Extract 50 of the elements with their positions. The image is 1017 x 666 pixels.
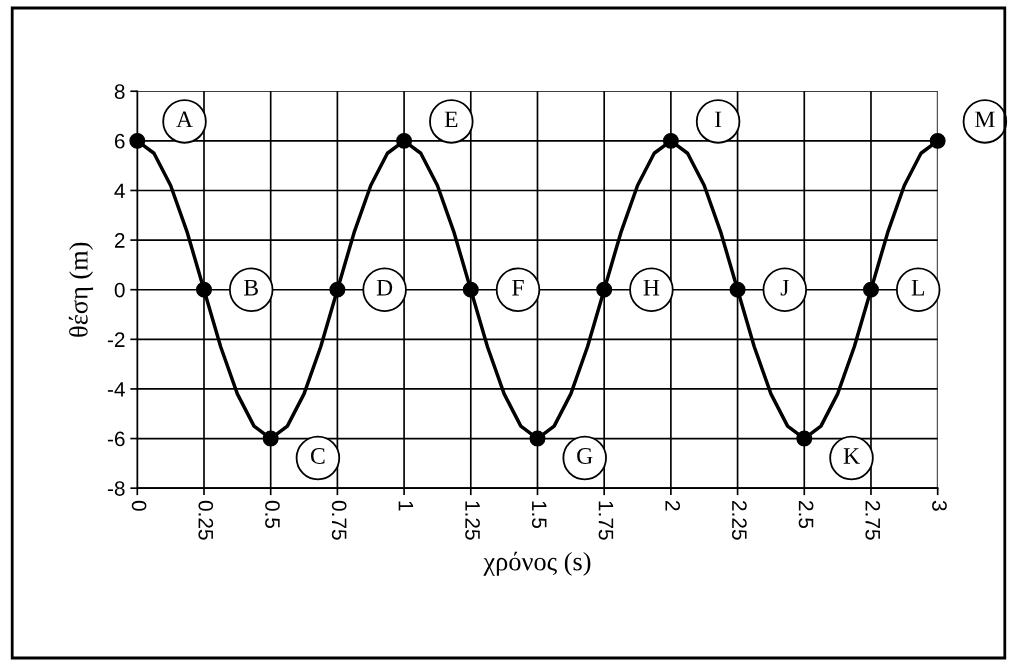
x-tick-label: 2.75 [865, 501, 881, 540]
x-tick-label: 2.25 [731, 501, 747, 540]
annotation: L [911, 279, 924, 296]
annotation: F [512, 279, 524, 296]
point [129, 132, 146, 149]
point [662, 132, 679, 149]
x-axis-title: χρόνος (s) [483, 551, 591, 576]
point [196, 281, 212, 298]
y-tick-label: -6 [107, 431, 125, 447]
x-tick-label: 2 [665, 501, 681, 511]
x-tick-label: 1.25 [465, 501, 480, 540]
x-tick-label: 3 [932, 500, 947, 511]
point [396, 132, 413, 149]
point [262, 430, 279, 447]
point [862, 281, 879, 298]
point [329, 281, 346, 298]
annotation: C [311, 448, 325, 464]
annotation: D [376, 279, 393, 296]
point [529, 430, 546, 447]
y-tick-label: 8 [114, 84, 125, 99]
annotation: E [444, 111, 458, 128]
y-tick-label: -8 [107, 481, 125, 496]
point [796, 430, 813, 447]
y-tick-label: -4 [107, 382, 125, 397]
annotation: K [843, 448, 860, 464]
annotation: H [643, 279, 660, 296]
y-tick-label: 2 [114, 233, 125, 248]
point [596, 281, 613, 298]
point [462, 281, 479, 298]
y-tick-label: 6 [114, 133, 125, 149]
x-tick-label: 1 [398, 501, 414, 511]
x-tick-label: 2.5 [798, 501, 814, 529]
annotation: I [715, 111, 722, 128]
annotation: M [975, 111, 995, 128]
annotation: A [176, 111, 193, 128]
y-tick-label: 0 [114, 282, 125, 298]
y-axis-title: θέση (m) [68, 242, 94, 337]
x-tick-label: 1.5 [531, 501, 547, 529]
x-tick-label: 0.75 [331, 500, 347, 540]
y-tick-label: 4 [114, 183, 125, 199]
x-tick-label: 0.25 [198, 500, 214, 540]
x-tick-label: 0 [131, 500, 147, 511]
annotation: G [577, 448, 593, 464]
x-tick-label: 0.5 [265, 500, 280, 529]
x-tick-label: 1.75 [598, 501, 614, 540]
y-tick-label: -2 [107, 332, 125, 347]
point [929, 132, 946, 149]
annotation: J [780, 279, 789, 296]
point [729, 281, 746, 298]
annotation: B [244, 279, 258, 296]
